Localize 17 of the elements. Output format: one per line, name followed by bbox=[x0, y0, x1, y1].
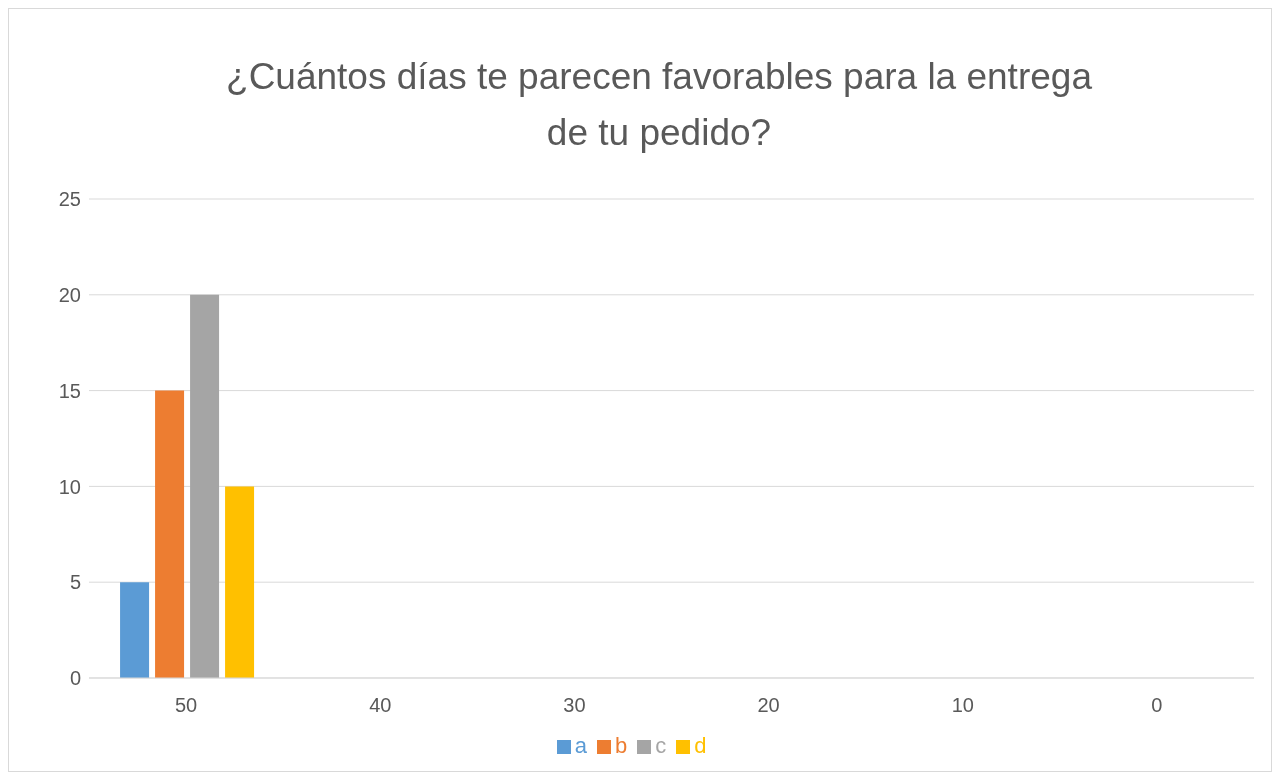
x-tick-label: 10 bbox=[951, 694, 974, 717]
y-tick-label: 15 bbox=[58, 379, 81, 402]
x-tick-label: 20 bbox=[757, 694, 780, 717]
legend-label: c bbox=[655, 733, 667, 758]
y-tick-label: 5 bbox=[69, 571, 81, 594]
legend-label: a bbox=[574, 733, 587, 758]
x-tick-label: 50 bbox=[174, 694, 198, 717]
x-tick-label: 30 bbox=[563, 694, 586, 717]
y-tick-label: 20 bbox=[58, 283, 81, 306]
x-tick-label: 0 bbox=[1151, 694, 1163, 717]
y-tick-label: 25 bbox=[58, 188, 81, 211]
x-tick-label: 40 bbox=[369, 694, 392, 717]
chart-title: ¿Cuántos días te parecen favorables para la entrega de tu pedido? bbox=[225, 55, 1093, 155]
y-tick-label: 0 bbox=[69, 667, 81, 690]
legend-label: d bbox=[694, 733, 707, 758]
legend-label: b bbox=[614, 733, 628, 758]
y-tick-label: 10 bbox=[58, 475, 81, 498]
